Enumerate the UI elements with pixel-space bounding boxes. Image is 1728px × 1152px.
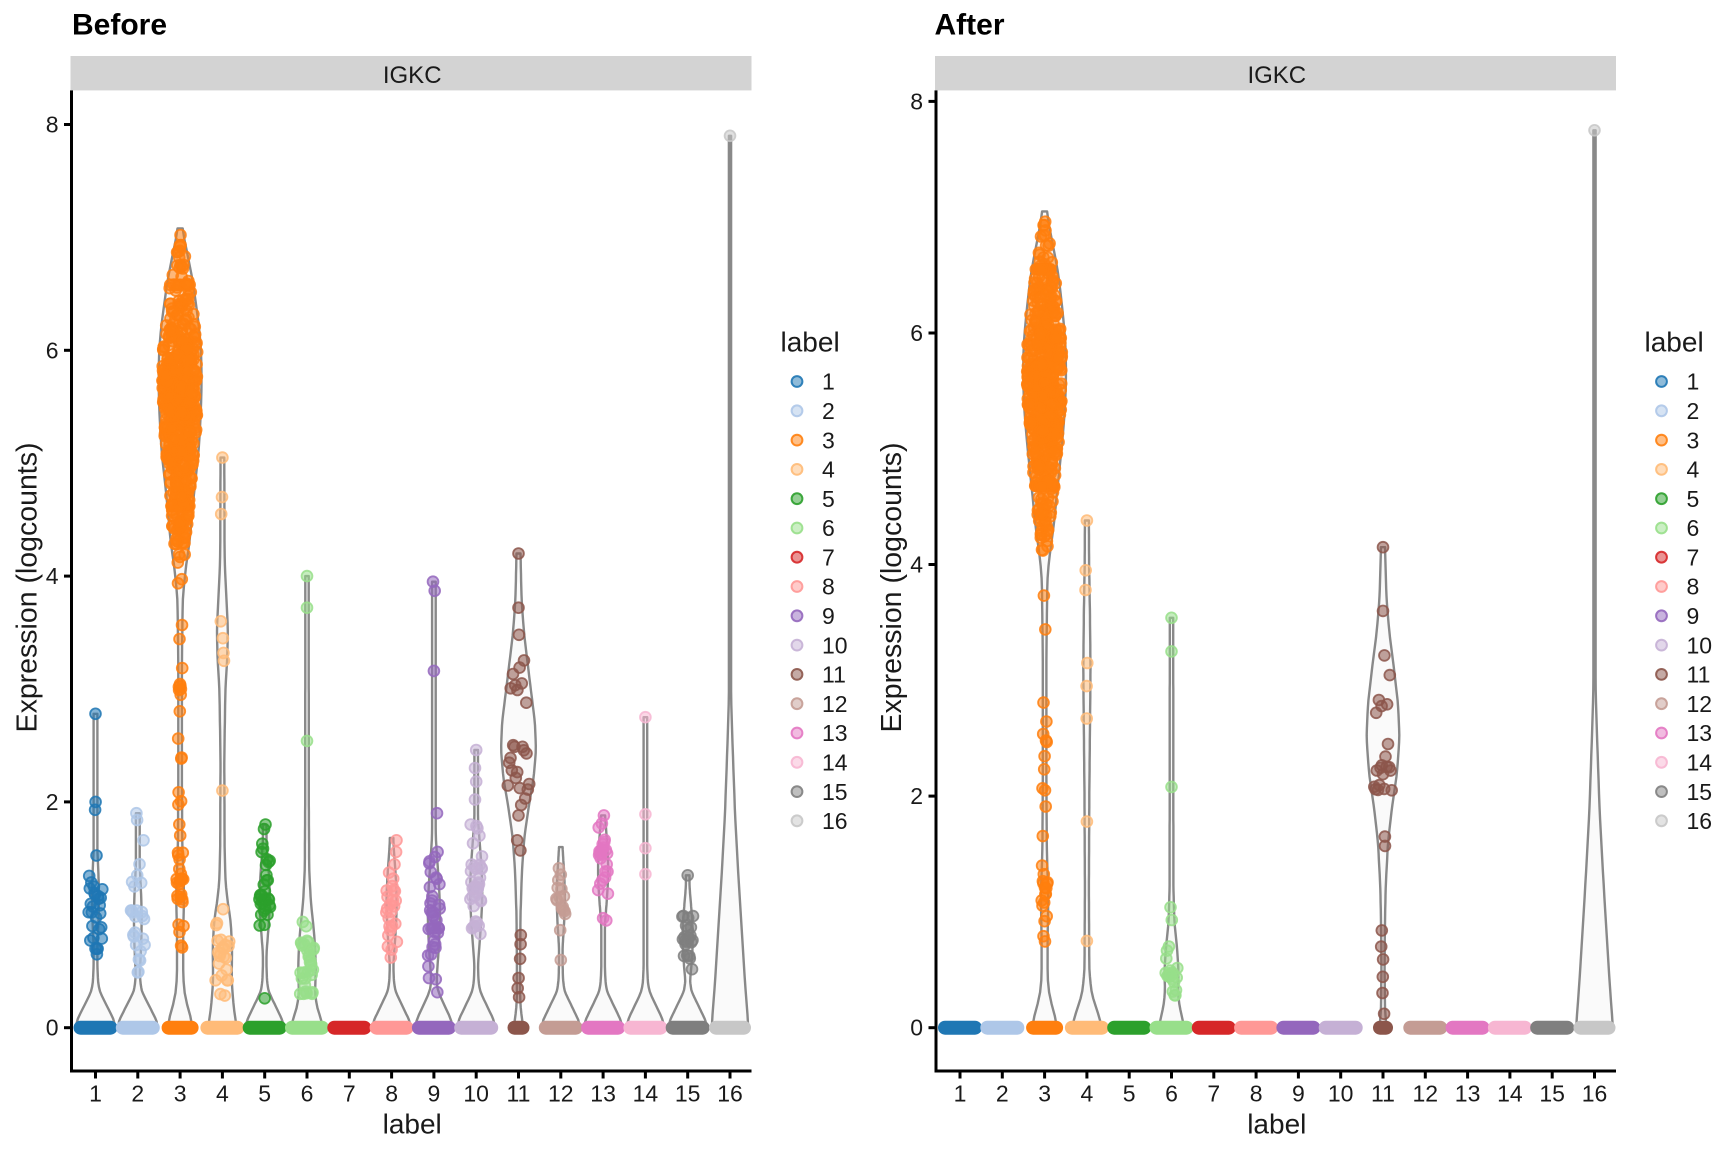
svg-text:2: 2 — [996, 1081, 1009, 1107]
svg-text:15: 15 — [1687, 779, 1713, 805]
svg-text:7: 7 — [343, 1081, 356, 1107]
svg-text:9: 9 — [428, 1081, 441, 1107]
svg-text:3: 3 — [1038, 1081, 1051, 1107]
svg-text:2: 2 — [910, 783, 923, 809]
svg-text:5: 5 — [1687, 486, 1700, 512]
svg-text:After: After — [935, 9, 1005, 42]
svg-text:3: 3 — [822, 427, 835, 453]
svg-text:12: 12 — [822, 691, 848, 717]
svg-text:5: 5 — [258, 1081, 271, 1107]
svg-text:4: 4 — [46, 563, 59, 589]
svg-text:2: 2 — [131, 1081, 144, 1107]
svg-text:14: 14 — [633, 1081, 659, 1107]
svg-text:Before: Before — [72, 9, 167, 42]
svg-text:5: 5 — [822, 486, 835, 512]
svg-text:16: 16 — [1582, 1081, 1608, 1107]
svg-text:2: 2 — [1687, 398, 1700, 424]
svg-text:6: 6 — [910, 320, 923, 346]
svg-text:8: 8 — [910, 88, 923, 114]
svg-text:12: 12 — [1413, 1081, 1439, 1107]
svg-text:14: 14 — [1497, 1081, 1523, 1107]
svg-text:13: 13 — [590, 1081, 616, 1107]
svg-text:label: label — [1247, 1109, 1306, 1140]
svg-text:IGKC: IGKC — [383, 62, 442, 89]
svg-text:0: 0 — [910, 1015, 923, 1041]
svg-text:7: 7 — [1687, 544, 1700, 570]
svg-text:12: 12 — [1687, 691, 1713, 717]
svg-text:6: 6 — [301, 1081, 314, 1107]
svg-text:1: 1 — [954, 1081, 967, 1107]
svg-text:1: 1 — [89, 1081, 102, 1107]
svg-text:15: 15 — [822, 779, 848, 805]
svg-text:7: 7 — [822, 544, 835, 570]
svg-text:12: 12 — [548, 1081, 574, 1107]
svg-text:label: label — [781, 327, 840, 358]
svg-text:1: 1 — [822, 369, 835, 395]
svg-text:14: 14 — [822, 750, 848, 776]
svg-text:2: 2 — [46, 789, 59, 815]
svg-text:8: 8 — [385, 1081, 398, 1107]
svg-text:9: 9 — [1292, 1081, 1305, 1107]
svg-text:11: 11 — [1687, 662, 1711, 688]
svg-text:13: 13 — [822, 720, 848, 746]
svg-text:16: 16 — [717, 1081, 743, 1107]
svg-text:8: 8 — [1687, 574, 1700, 600]
svg-text:label: label — [383, 1109, 442, 1140]
svg-text:5: 5 — [1123, 1081, 1136, 1107]
svg-text:label: label — [1645, 327, 1704, 358]
svg-text:9: 9 — [1687, 603, 1700, 629]
svg-text:1: 1 — [1687, 369, 1700, 395]
svg-text:0: 0 — [46, 1015, 59, 1041]
svg-text:6: 6 — [1165, 1081, 1178, 1107]
svg-text:4: 4 — [1081, 1081, 1094, 1107]
svg-text:9: 9 — [822, 603, 835, 629]
svg-text:11: 11 — [822, 662, 846, 688]
svg-text:14: 14 — [1687, 750, 1713, 776]
svg-text:6: 6 — [46, 337, 59, 363]
svg-text:7: 7 — [1207, 1081, 1220, 1107]
svg-text:8: 8 — [1250, 1081, 1263, 1107]
svg-text:IGKC: IGKC — [1247, 62, 1306, 89]
svg-text:15: 15 — [1539, 1081, 1565, 1107]
svg-text:11: 11 — [1371, 1081, 1395, 1107]
svg-text:4: 4 — [822, 457, 835, 483]
svg-text:3: 3 — [174, 1081, 187, 1107]
svg-text:10: 10 — [1328, 1081, 1354, 1107]
svg-text:6: 6 — [822, 515, 835, 541]
svg-text:3: 3 — [1687, 427, 1700, 453]
svg-text:6: 6 — [1687, 515, 1700, 541]
svg-text:13: 13 — [1687, 720, 1713, 746]
svg-text:16: 16 — [822, 808, 848, 834]
svg-text:10: 10 — [463, 1081, 489, 1107]
svg-text:16: 16 — [1687, 808, 1713, 834]
svg-text:2: 2 — [822, 398, 835, 424]
svg-text:Expression (logcounts): Expression (logcounts) — [12, 443, 44, 733]
svg-text:4: 4 — [216, 1081, 229, 1107]
svg-text:10: 10 — [1687, 632, 1713, 658]
svg-text:4: 4 — [1687, 457, 1700, 483]
svg-text:8: 8 — [822, 574, 835, 600]
svg-text:Expression (logcounts): Expression (logcounts) — [876, 443, 908, 733]
svg-text:8: 8 — [46, 112, 59, 138]
svg-text:11: 11 — [507, 1081, 531, 1107]
svg-text:10: 10 — [822, 632, 848, 658]
svg-text:13: 13 — [1455, 1081, 1481, 1107]
svg-text:15: 15 — [675, 1081, 701, 1107]
svg-text:4: 4 — [910, 552, 923, 578]
